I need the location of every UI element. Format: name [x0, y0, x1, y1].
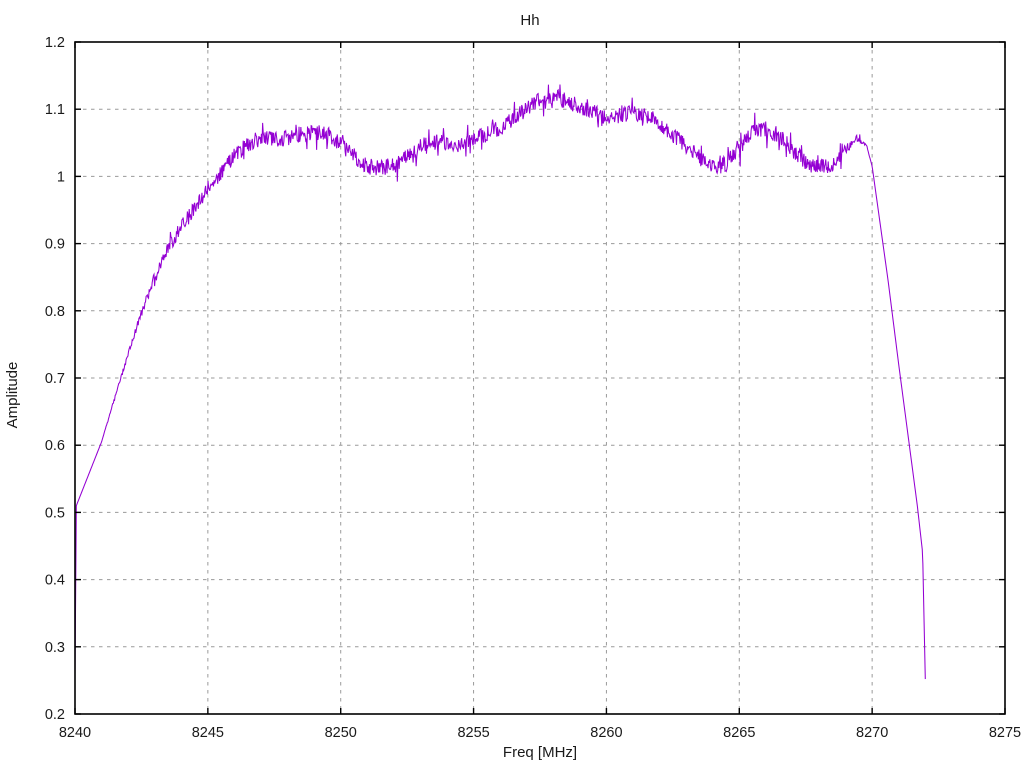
- x-axis-tick-marks: [74, 42, 1006, 714]
- data-trace-Hh: [74, 84, 926, 680]
- x-axis-title: Freq [MHz]: [503, 744, 577, 761]
- x-tick-label: 8250: [325, 725, 357, 741]
- y-tick-label: 1.1: [45, 102, 65, 118]
- y-axis-title: Amplitude: [4, 362, 21, 429]
- x-tick-label: 8275: [989, 725, 1021, 741]
- y-tick-label: 0.9: [45, 237, 65, 253]
- y-tick-label: 1: [57, 169, 65, 185]
- x-tick-label: 8245: [192, 725, 224, 741]
- data-series-group: [74, 84, 926, 680]
- y-tick-label: 0.7: [45, 371, 65, 387]
- y-axis-tick-labels: 0.2 0.3 0.4 0.5 0.6 0.7 0.8 0.9 1 1.1 1.2: [45, 35, 65, 723]
- y-tick-label: 0.8: [45, 304, 65, 320]
- x-tick-label: 8270: [856, 725, 888, 741]
- x-tick-label: 8255: [457, 725, 489, 741]
- x-tick-label: 8260: [590, 725, 622, 741]
- x-tick-label: 8265: [723, 725, 755, 741]
- x-axis-tick-labels: 8240 8245 8250 8255 8260 8265 8270 8275: [59, 725, 1021, 741]
- y-tick-label: 0.6: [45, 438, 65, 454]
- x-tick-label: 8240: [59, 725, 91, 741]
- horizontal-gridlines: [75, 108, 1005, 648]
- y-tick-label: 0.2: [45, 707, 65, 723]
- y-tick-label: 0.5: [45, 505, 65, 521]
- y-axis-tick-marks: [75, 41, 1005, 715]
- chart-title: Hh: [520, 12, 539, 29]
- y-tick-label: 0.3: [45, 640, 65, 656]
- y-tick-label: 0.4: [45, 573, 65, 589]
- y-tick-label: 1.2: [45, 35, 65, 51]
